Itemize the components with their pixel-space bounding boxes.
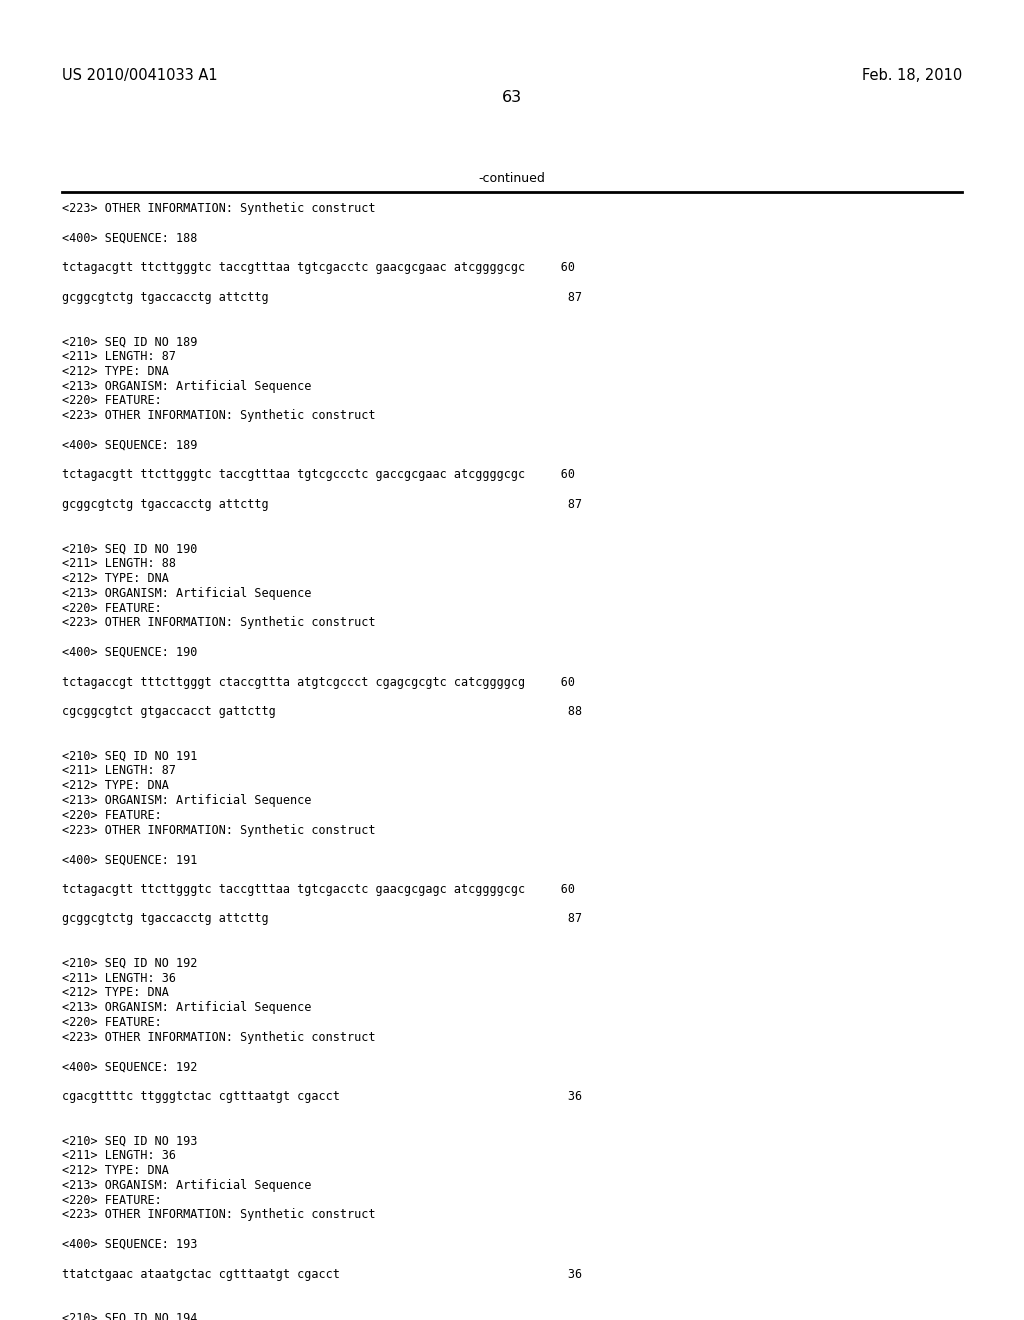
Text: <223> OTHER INFORMATION: Synthetic construct: <223> OTHER INFORMATION: Synthetic const… <box>62 824 376 837</box>
Text: <212> TYPE: DNA: <212> TYPE: DNA <box>62 986 169 999</box>
Text: <213> ORGANISM: Artificial Sequence: <213> ORGANISM: Artificial Sequence <box>62 587 311 599</box>
Text: <223> OTHER INFORMATION: Synthetic construct: <223> OTHER INFORMATION: Synthetic const… <box>62 1208 376 1221</box>
Text: <211> LENGTH: 87: <211> LENGTH: 87 <box>62 350 176 363</box>
Text: US 2010/0041033 A1: US 2010/0041033 A1 <box>62 69 218 83</box>
Text: gcggcgtctg tgaccacctg attcttg                                          87: gcggcgtctg tgaccacctg attcttg 87 <box>62 912 582 925</box>
Text: <220> FEATURE:: <220> FEATURE: <box>62 395 162 408</box>
Text: <212> TYPE: DNA: <212> TYPE: DNA <box>62 572 169 585</box>
Text: <223> OTHER INFORMATION: Synthetic construct: <223> OTHER INFORMATION: Synthetic const… <box>62 409 376 422</box>
Text: <211> LENGTH: 36: <211> LENGTH: 36 <box>62 972 176 985</box>
Text: gcggcgtctg tgaccacctg attcttg                                          87: gcggcgtctg tgaccacctg attcttg 87 <box>62 290 582 304</box>
Text: <211> LENGTH: 88: <211> LENGTH: 88 <box>62 557 176 570</box>
Text: <210> SEQ ID NO 192: <210> SEQ ID NO 192 <box>62 957 198 970</box>
Text: <211> LENGTH: 36: <211> LENGTH: 36 <box>62 1150 176 1162</box>
Text: tctagacgtt ttcttgggtc taccgtttaa tgtcgacctc gaacgcgaac atcggggcgc     60: tctagacgtt ttcttgggtc taccgtttaa tgtcgac… <box>62 261 575 275</box>
Text: <400> SEQUENCE: 189: <400> SEQUENCE: 189 <box>62 438 198 451</box>
Text: -continued: -continued <box>478 172 546 185</box>
Text: <210> SEQ ID NO 190: <210> SEQ ID NO 190 <box>62 543 198 556</box>
Text: <210> SEQ ID NO 193: <210> SEQ ID NO 193 <box>62 1134 198 1147</box>
Text: <400> SEQUENCE: 193: <400> SEQUENCE: 193 <box>62 1238 198 1251</box>
Text: <400> SEQUENCE: 190: <400> SEQUENCE: 190 <box>62 645 198 659</box>
Text: <213> ORGANISM: Artificial Sequence: <213> ORGANISM: Artificial Sequence <box>62 1179 311 1192</box>
Text: <220> FEATURE:: <220> FEATURE: <box>62 602 162 615</box>
Text: <220> FEATURE:: <220> FEATURE: <box>62 809 162 822</box>
Text: cgacgttttc ttgggtctac cgtttaatgt cgacct                                36: cgacgttttc ttgggtctac cgtttaatgt cgacct … <box>62 1090 582 1104</box>
Text: <210> SEQ ID NO 189: <210> SEQ ID NO 189 <box>62 335 198 348</box>
Text: 63: 63 <box>502 90 522 106</box>
Text: <223> OTHER INFORMATION: Synthetic construct: <223> OTHER INFORMATION: Synthetic const… <box>62 616 376 630</box>
Text: <212> TYPE: DNA: <212> TYPE: DNA <box>62 364 169 378</box>
Text: cgcggcgtct gtgaccacct gattcttg                                         88: cgcggcgtct gtgaccacct gattcttg 88 <box>62 705 582 718</box>
Text: <210> SEQ ID NO 191: <210> SEQ ID NO 191 <box>62 750 198 763</box>
Text: tctagacgtt ttcttgggtc taccgtttaa tgtcgccctc gaccgcgaac atcggggcgc     60: tctagacgtt ttcttgggtc taccgtttaa tgtcgcc… <box>62 469 575 482</box>
Text: <213> ORGANISM: Artificial Sequence: <213> ORGANISM: Artificial Sequence <box>62 1001 311 1014</box>
Text: <220> FEATURE:: <220> FEATURE: <box>62 1016 162 1030</box>
Text: <211> LENGTH: 87: <211> LENGTH: 87 <box>62 764 176 777</box>
Text: tctagaccgt tttcttgggt ctaccgttta atgtcgccct cgagcgcgtc catcggggcg     60: tctagaccgt tttcttgggt ctaccgttta atgtcgc… <box>62 676 575 689</box>
Text: <223> OTHER INFORMATION: Synthetic construct: <223> OTHER INFORMATION: Synthetic const… <box>62 202 376 215</box>
Text: <210> SEQ ID NO 194: <210> SEQ ID NO 194 <box>62 1312 198 1320</box>
Text: <400> SEQUENCE: 188: <400> SEQUENCE: 188 <box>62 231 198 244</box>
Text: ttatctgaac ataatgctac cgtttaatgt cgacct                                36: ttatctgaac ataatgctac cgtttaatgt cgacct … <box>62 1267 582 1280</box>
Text: Feb. 18, 2010: Feb. 18, 2010 <box>862 69 962 83</box>
Text: gcggcgtctg tgaccacctg attcttg                                          87: gcggcgtctg tgaccacctg attcttg 87 <box>62 498 582 511</box>
Text: <400> SEQUENCE: 191: <400> SEQUENCE: 191 <box>62 853 198 866</box>
Text: <213> ORGANISM: Artificial Sequence: <213> ORGANISM: Artificial Sequence <box>62 380 311 392</box>
Text: <400> SEQUENCE: 192: <400> SEQUENCE: 192 <box>62 1060 198 1073</box>
Text: <213> ORGANISM: Artificial Sequence: <213> ORGANISM: Artificial Sequence <box>62 795 311 807</box>
Text: tctagacgtt ttcttgggtc taccgtttaa tgtcgacctc gaacgcgagc atcggggcgc     60: tctagacgtt ttcttgggtc taccgtttaa tgtcgac… <box>62 883 575 896</box>
Text: <212> TYPE: DNA: <212> TYPE: DNA <box>62 1164 169 1177</box>
Text: <212> TYPE: DNA: <212> TYPE: DNA <box>62 779 169 792</box>
Text: <220> FEATURE:: <220> FEATURE: <box>62 1193 162 1206</box>
Text: <223> OTHER INFORMATION: Synthetic construct: <223> OTHER INFORMATION: Synthetic const… <box>62 1031 376 1044</box>
